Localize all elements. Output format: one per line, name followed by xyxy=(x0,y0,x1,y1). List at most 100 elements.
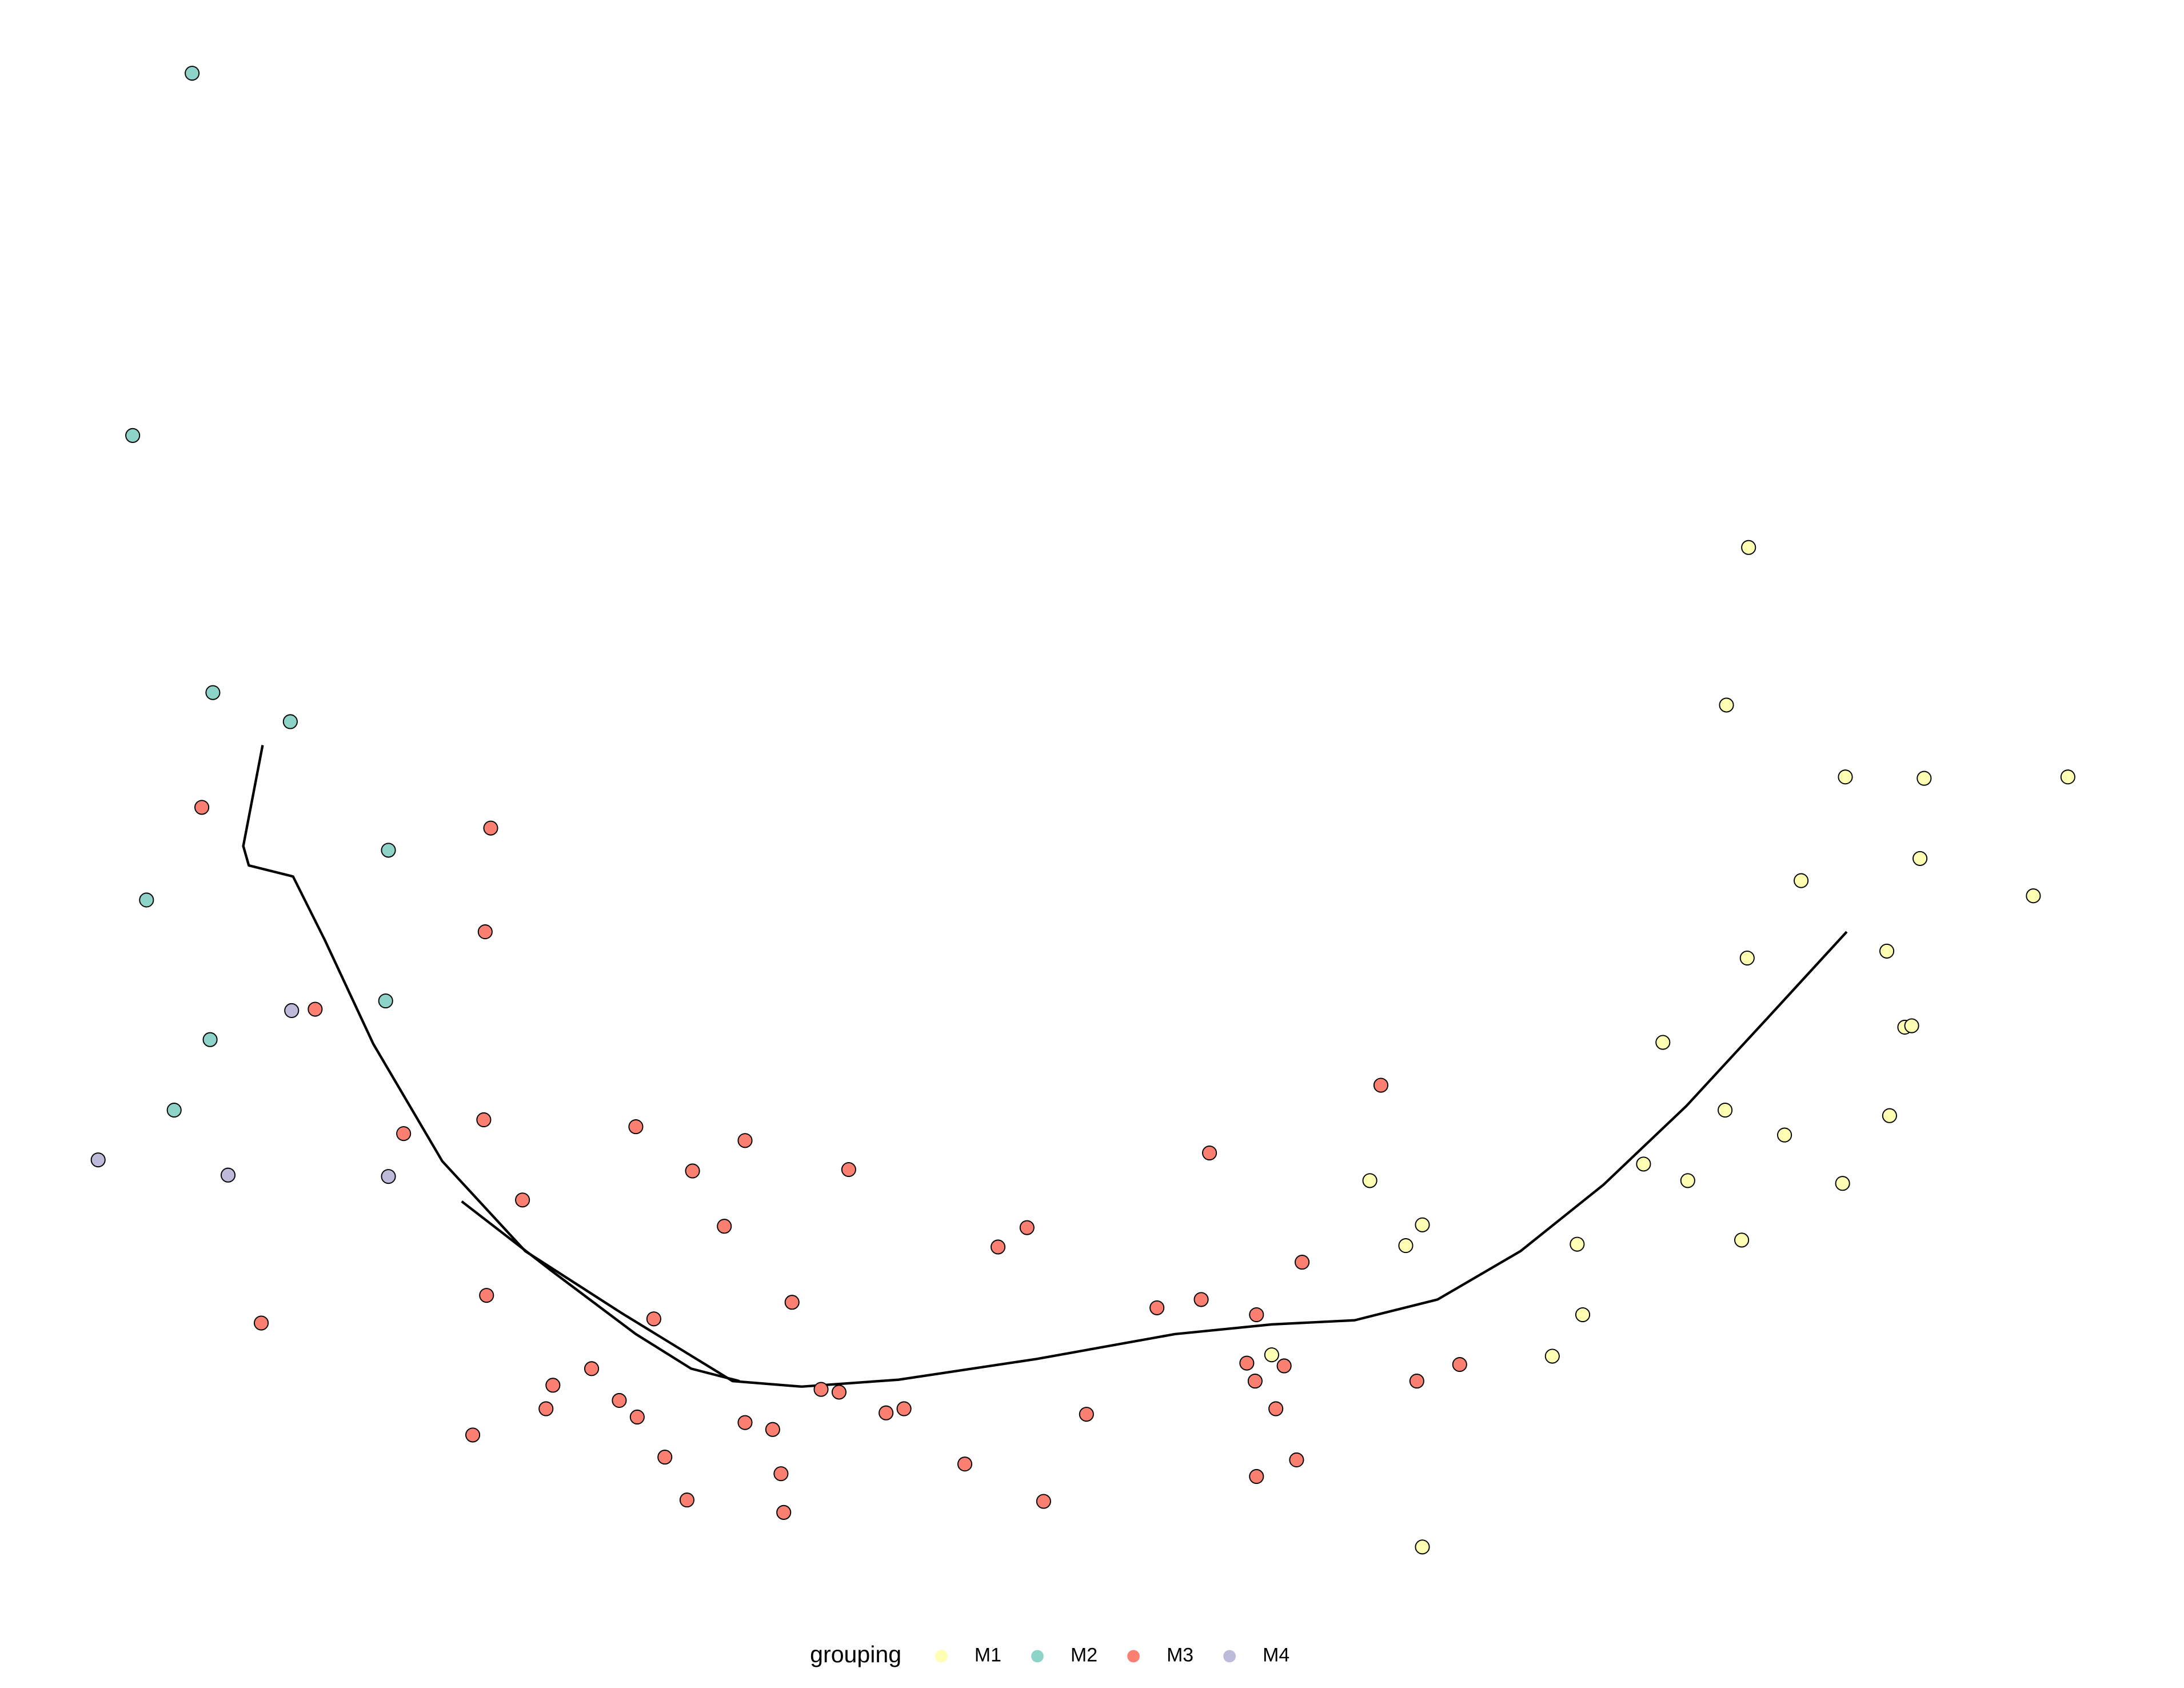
point xyxy=(1636,1156,1651,1172)
point xyxy=(813,1382,829,1397)
trajectory-curve xyxy=(242,745,1848,1388)
point xyxy=(1268,1401,1284,1416)
point xyxy=(1452,1357,1467,1372)
legend-label: M3 xyxy=(1167,1644,1193,1666)
point xyxy=(1289,1452,1304,1468)
point xyxy=(538,1401,554,1416)
point xyxy=(1362,1173,1378,1188)
point xyxy=(1276,1358,1292,1374)
point xyxy=(1680,1173,1695,1188)
point xyxy=(1835,1176,1850,1191)
trajectory-curve xyxy=(461,1200,740,1383)
point xyxy=(194,800,210,815)
point xyxy=(378,993,393,1009)
point xyxy=(202,1032,218,1047)
point xyxy=(476,1112,492,1128)
point xyxy=(381,843,396,858)
point xyxy=(1247,1374,1263,1389)
point xyxy=(1019,1220,1035,1235)
point xyxy=(1398,1238,1414,1254)
point xyxy=(831,1384,847,1400)
point xyxy=(479,1288,494,1303)
point xyxy=(1202,1145,1217,1161)
point xyxy=(1741,540,1756,555)
legend-key xyxy=(1223,1650,1236,1663)
point xyxy=(396,1126,412,1142)
point xyxy=(308,1001,323,1017)
point xyxy=(1718,1103,1733,1118)
point xyxy=(896,1401,912,1416)
point xyxy=(1415,1539,1430,1555)
point xyxy=(125,428,141,443)
point xyxy=(1373,1078,1388,1093)
point xyxy=(220,1167,236,1183)
point xyxy=(957,1456,973,1472)
point xyxy=(1249,1307,1264,1323)
point xyxy=(1036,1494,1051,1509)
point xyxy=(465,1427,481,1443)
point xyxy=(1739,950,1755,966)
point xyxy=(1239,1355,1255,1371)
point xyxy=(1904,1018,1919,1033)
point xyxy=(1734,1232,1750,1248)
point xyxy=(545,1378,561,1393)
legend-title: grouping xyxy=(810,1641,901,1667)
legend-label: M4 xyxy=(1263,1644,1289,1666)
point xyxy=(1575,1307,1591,1323)
point xyxy=(284,1003,300,1018)
point xyxy=(717,1219,732,1234)
point xyxy=(381,1169,396,1184)
point xyxy=(679,1493,694,1508)
point xyxy=(657,1450,673,1465)
point xyxy=(205,685,221,700)
point xyxy=(1409,1374,1424,1389)
point xyxy=(737,1133,753,1148)
point xyxy=(841,1162,856,1178)
point xyxy=(1264,1347,1279,1363)
point xyxy=(1249,1468,1264,1485)
point xyxy=(1913,851,1928,866)
point xyxy=(1879,943,1895,959)
point xyxy=(879,1405,894,1420)
legend-key xyxy=(935,1650,948,1663)
point xyxy=(765,1422,780,1437)
point xyxy=(515,1192,530,1208)
point xyxy=(166,1103,182,1118)
point xyxy=(1544,1348,1560,1364)
point xyxy=(1838,769,1853,785)
point xyxy=(1655,1035,1671,1050)
point xyxy=(685,1163,700,1179)
legend-key xyxy=(1127,1650,1140,1663)
point xyxy=(1719,697,1734,713)
point xyxy=(629,1409,645,1425)
point xyxy=(1079,1407,1094,1422)
point xyxy=(628,1119,644,1135)
point xyxy=(139,892,154,908)
point xyxy=(1794,873,1809,888)
point xyxy=(1149,1300,1165,1315)
point xyxy=(1295,1255,1310,1270)
point xyxy=(584,1361,600,1376)
point xyxy=(2060,769,2075,785)
point xyxy=(776,1505,792,1520)
legend-label: M1 xyxy=(975,1644,1001,1666)
point xyxy=(737,1415,753,1430)
point xyxy=(1917,771,1932,786)
point xyxy=(1415,1217,1430,1232)
point xyxy=(185,66,200,81)
point xyxy=(2026,888,2041,904)
point xyxy=(1193,1292,1209,1307)
point xyxy=(773,1466,789,1482)
legend-key xyxy=(1031,1650,1044,1663)
legend-label: M2 xyxy=(1071,1644,1097,1666)
point xyxy=(483,820,498,836)
point xyxy=(612,1392,627,1408)
point xyxy=(254,1315,269,1331)
point xyxy=(282,714,298,729)
point xyxy=(477,924,493,940)
point xyxy=(1777,1127,1792,1143)
point xyxy=(646,1311,661,1327)
point xyxy=(1570,1236,1585,1252)
